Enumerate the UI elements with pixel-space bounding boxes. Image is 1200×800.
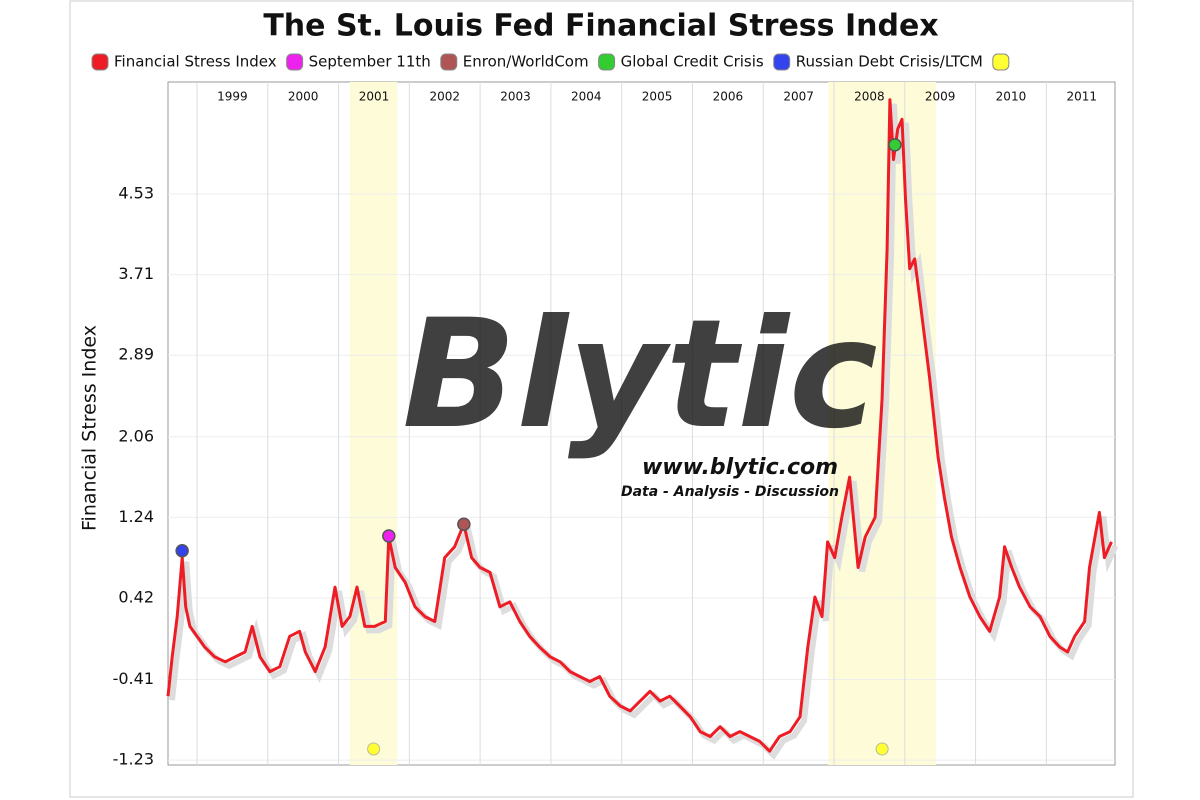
x-tick-label: 2006: [713, 90, 744, 104]
legend-label: Enron/WorldCom: [463, 53, 589, 71]
x-tick-label: 2000: [288, 90, 319, 104]
legend-label: Russian Debt Crisis/LTCM: [796, 53, 983, 71]
legend-swatch: [773, 53, 791, 71]
legend-swatch: [286, 53, 304, 71]
x-tick-label: 2001: [359, 90, 390, 104]
chart-title: The St. Louis Fed Financial Stress Index: [263, 9, 938, 44]
x-tick-label: 2011: [1066, 90, 1097, 104]
y-axis-label: Financial Stress Index: [79, 325, 101, 531]
y-tick-label: 2.06: [118, 426, 154, 445]
legend-label: September 11th: [309, 53, 431, 71]
x-tick-label: 2004: [571, 90, 602, 104]
event-marker: [457, 517, 471, 531]
legend-swatch: [992, 53, 1010, 71]
recession-marker: [367, 742, 381, 756]
y-tick-label: 2.89: [118, 345, 154, 364]
event-marker: [175, 544, 189, 558]
x-tick-label: 2003: [500, 90, 531, 104]
x-tick-label: 2002: [429, 90, 460, 104]
watermark-tagline: Data - Analysis - Discussion: [621, 484, 839, 500]
legend-swatch: [91, 53, 109, 71]
x-tick-label: 2007: [783, 90, 814, 104]
recession-band: [349, 82, 398, 765]
y-tick-label: 1.24: [118, 507, 154, 526]
y-tick-label: -1.23: [113, 750, 154, 769]
legend-swatch: [440, 53, 458, 71]
event-marker: [382, 529, 396, 543]
x-tick-label: 2005: [642, 90, 673, 104]
x-tick-label: 2009: [925, 90, 956, 104]
y-tick-label: 0.42: [118, 587, 154, 606]
y-tick-label: 3.71: [118, 264, 154, 283]
x-tick-label: 1999: [217, 90, 248, 104]
x-tick-label: 2010: [996, 90, 1027, 104]
y-tick-label: 4.53: [118, 184, 154, 203]
watermark-url: www.blytic.com: [642, 455, 838, 480]
legend-label: Financial Stress Index: [114, 53, 277, 71]
series-shadow: [169, 103, 1119, 760]
legend-swatch: [598, 53, 616, 71]
recession-marker: [875, 742, 889, 756]
series-line: [166, 98, 1113, 753]
watermark: Blytic: [402, 288, 878, 462]
event-marker: [888, 138, 902, 152]
plot-area: [167, 81, 1116, 766]
legend-label: Global Credit Crisis: [621, 53, 764, 71]
y-tick-label: -0.41: [113, 669, 154, 688]
x-tick-label: 2008: [854, 90, 885, 104]
